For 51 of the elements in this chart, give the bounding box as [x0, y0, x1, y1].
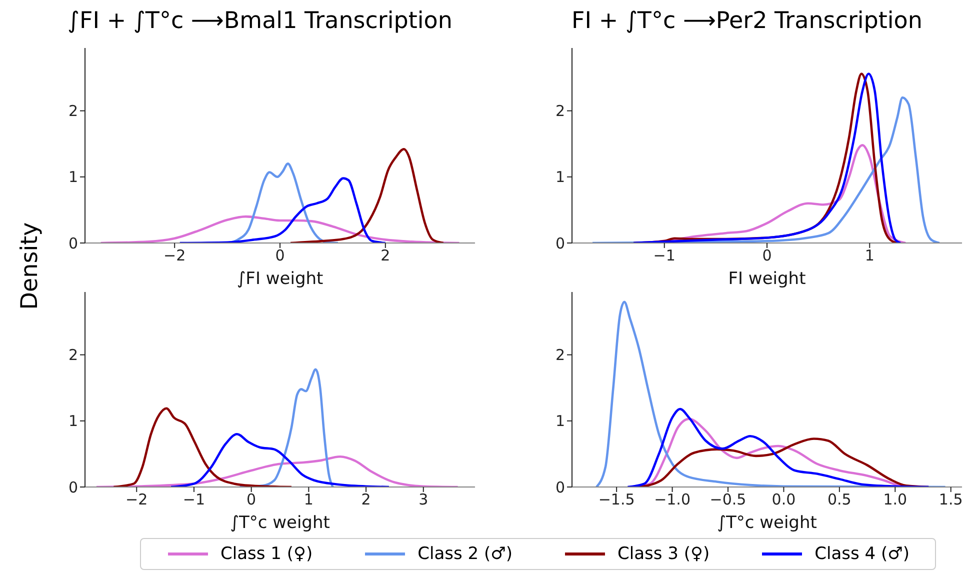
x-axis-title: FI weight	[728, 269, 806, 289]
x-tick-label: 0	[275, 246, 285, 265]
line-series	[591, 96, 941, 243]
x-axis-title: ∫T°c weight	[230, 513, 330, 533]
y-axis-title: Density	[17, 222, 43, 310]
chart-title: ∫FI + ∫T°c ⟶Bmal1 Transcription	[66, 8, 454, 34]
y-tick-label: 1	[68, 412, 78, 430]
x-axis-title: ∫FI weight	[236, 269, 324, 289]
x-tick-label: 0.5	[828, 490, 852, 509]
y-tick-label: 1	[68, 168, 78, 186]
legend-label: Class 4 (♂)	[814, 544, 910, 564]
x-axis-title: ∫T°c weight	[717, 513, 818, 533]
x-tick-label: 1	[864, 246, 874, 265]
line-series	[100, 215, 460, 243]
x-tick-label: 2	[361, 490, 371, 509]
y-tick-label: 2	[555, 346, 565, 364]
legend-label: Class 1 (♀)	[220, 544, 313, 564]
legend-label: Class 2 (♂)	[418, 544, 512, 564]
line-series	[170, 432, 390, 487]
y-tick-label: 1	[555, 412, 565, 430]
x-tick-label: −1	[182, 490, 206, 509]
x-tick-label: −2	[126, 490, 148, 509]
y-tick-label: 2	[68, 102, 78, 120]
line-series	[238, 368, 334, 487]
y-tick-label: 1	[555, 168, 565, 186]
x-tick-label: 1.0	[883, 490, 908, 509]
line-series	[595, 300, 946, 487]
chart-title: FI + ∫T°c ⟶Per2 Transcription	[570, 8, 924, 34]
y-tick-label: 0	[555, 234, 565, 252]
x-tick-label: −2	[164, 246, 186, 265]
y-tick-label: 0	[68, 234, 78, 252]
line-series	[289, 148, 445, 243]
y-tick-label: 2	[68, 346, 78, 364]
y-tick-label: 0	[68, 478, 78, 496]
x-tick-label: 2	[380, 246, 390, 265]
y-tick-label: 0	[555, 478, 565, 496]
x-tick-label: −1.0	[654, 490, 691, 509]
x-tick-label: 1	[304, 490, 314, 509]
x-tick-label: 0	[762, 246, 772, 265]
legend-label: Class 3 (♀)	[618, 544, 710, 564]
line-series	[112, 407, 293, 487]
x-tick-label: −1.5	[598, 490, 635, 509]
x-tick-label: −0.5	[710, 490, 746, 509]
x-tick-label: 0	[246, 490, 256, 509]
x-tick-label: 3	[418, 490, 428, 509]
line-series	[178, 177, 387, 243]
x-tick-label: 0.0	[772, 490, 796, 509]
y-tick-label: 2	[555, 102, 565, 120]
line-series	[95, 455, 459, 487]
x-tick-label: 1.5	[938, 490, 963, 509]
x-tick-label: −1	[653, 246, 676, 265]
